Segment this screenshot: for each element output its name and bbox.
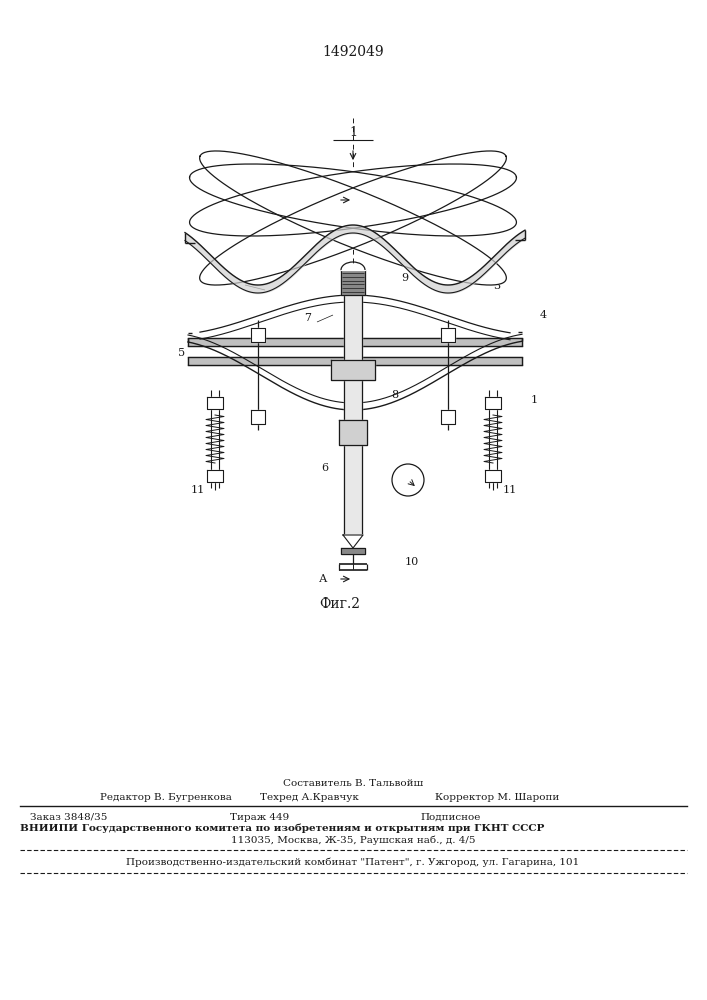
- Text: 3: 3: [493, 281, 501, 291]
- Text: 1492049: 1492049: [322, 45, 384, 59]
- Text: 5: 5: [178, 348, 185, 358]
- Polygon shape: [485, 397, 501, 409]
- Polygon shape: [188, 338, 522, 346]
- Polygon shape: [199, 151, 506, 285]
- Text: 4: 4: [539, 310, 547, 320]
- Text: Заказ 3848/35: Заказ 3848/35: [30, 812, 107, 822]
- Text: 11: 11: [191, 485, 205, 495]
- Text: 113035, Москва, Ж-35, Раушская наб., д. 4/5: 113035, Москва, Ж-35, Раушская наб., д. …: [230, 835, 475, 845]
- Text: Составитель В. Тальвойш: Составитель В. Тальвойш: [283, 780, 423, 788]
- Polygon shape: [251, 328, 265, 342]
- Text: ВНИИПИ Государственного комитета по изобретениям и открытиям при ГКНТ СССР: ВНИИПИ Государственного комитета по изоб…: [20, 823, 544, 833]
- Text: Фиг.2: Фиг.2: [320, 597, 361, 611]
- Text: 7: 7: [305, 313, 312, 323]
- Text: Корректор М. Шаропи: Корректор М. Шаропи: [435, 792, 559, 802]
- Text: 1: 1: [349, 125, 357, 138]
- Text: Редактор В. Бугренкова: Редактор В. Бугренкова: [100, 792, 232, 802]
- Text: Техред А.Кравчук: Техред А.Кравчук: [260, 792, 359, 802]
- Text: 9: 9: [402, 273, 409, 283]
- Text: 6: 6: [322, 463, 329, 473]
- Text: 1: 1: [530, 395, 537, 405]
- Polygon shape: [339, 420, 367, 445]
- Polygon shape: [251, 410, 265, 424]
- Polygon shape: [189, 164, 516, 236]
- Polygon shape: [441, 410, 455, 424]
- Polygon shape: [343, 535, 363, 548]
- Text: 8: 8: [392, 390, 399, 400]
- Text: 2: 2: [228, 275, 235, 285]
- Text: Производственно-издательский комбинат "Патент", г. Ужгород, ул. Гагарина, 101: Производственно-издательский комбинат "П…: [127, 857, 580, 867]
- Text: 11: 11: [503, 485, 517, 495]
- Polygon shape: [341, 267, 365, 270]
- Polygon shape: [341, 548, 365, 554]
- Text: 10: 10: [405, 557, 419, 567]
- Polygon shape: [331, 360, 375, 380]
- Polygon shape: [344, 270, 362, 535]
- Polygon shape: [341, 270, 365, 295]
- Text: Тираж 449: Тираж 449: [230, 812, 289, 822]
- Polygon shape: [441, 328, 455, 342]
- Polygon shape: [485, 470, 501, 482]
- Polygon shape: [188, 357, 522, 365]
- Polygon shape: [207, 470, 223, 482]
- Polygon shape: [199, 151, 506, 285]
- Text: А: А: [319, 195, 327, 205]
- Polygon shape: [207, 397, 223, 409]
- Text: А: А: [319, 574, 327, 584]
- Text: Подписное: Подписное: [420, 812, 480, 822]
- Polygon shape: [189, 164, 516, 236]
